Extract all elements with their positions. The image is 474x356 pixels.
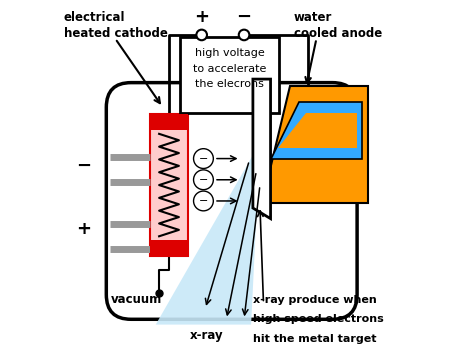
Bar (181, 37, 279, 112)
Circle shape (239, 30, 249, 40)
Text: electrical: electrical (64, 11, 126, 24)
Bar (150, 114, 188, 256)
Text: cooled anode: cooled anode (293, 27, 382, 40)
Text: high voltage: high voltage (195, 48, 265, 58)
Text: −: − (199, 175, 208, 185)
Circle shape (193, 170, 213, 190)
Circle shape (193, 149, 213, 168)
Text: +: + (76, 220, 91, 238)
Text: −: − (199, 196, 208, 206)
Bar (150, 114, 188, 130)
Polygon shape (156, 143, 260, 325)
Circle shape (193, 191, 213, 211)
Text: hit the metal target: hit the metal target (253, 334, 376, 344)
Text: vacuum: vacuum (111, 293, 162, 307)
Text: −: − (199, 153, 208, 163)
Text: heated cathode: heated cathode (64, 27, 168, 40)
Text: x-ray produce when: x-ray produce when (253, 295, 377, 305)
Polygon shape (271, 102, 363, 158)
Text: high speed electrons: high speed electrons (253, 314, 383, 324)
Text: −: − (76, 157, 91, 175)
Text: −: − (237, 8, 252, 26)
Text: to accelerate: to accelerate (193, 63, 266, 73)
FancyBboxPatch shape (106, 83, 357, 319)
Text: the elecrons: the elecrons (195, 79, 264, 89)
Circle shape (196, 30, 207, 40)
Polygon shape (253, 79, 271, 219)
Text: +: + (194, 8, 209, 26)
Polygon shape (278, 112, 357, 148)
Polygon shape (262, 86, 368, 203)
Bar (150, 240, 188, 256)
Text: x-ray: x-ray (190, 329, 224, 342)
Text: water: water (293, 11, 332, 24)
